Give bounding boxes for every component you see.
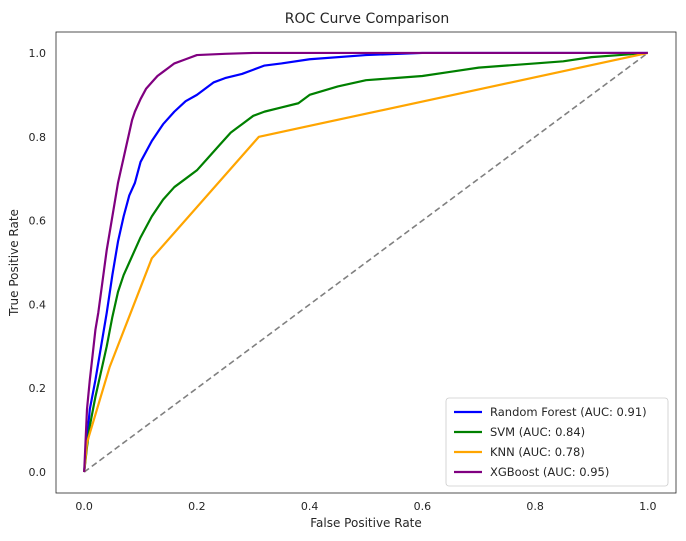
y-tick-label: 0.6 bbox=[29, 215, 47, 228]
y-axis-ticks: 0.0 0.2 0.4 0.6 0.8 1.0 bbox=[29, 47, 47, 479]
y-tick-label: 0.2 bbox=[29, 382, 47, 395]
x-axis-label: False Positive Rate bbox=[310, 516, 422, 530]
legend-label-0: Random Forest (AUC: 0.91) bbox=[490, 405, 647, 419]
baseline-diagonal bbox=[83, 52, 649, 473]
legend-label-3: XGBoost (AUC: 0.95) bbox=[490, 465, 609, 479]
y-tick-label: 0.8 bbox=[29, 131, 47, 144]
x-tick-label: 0.0 bbox=[75, 500, 93, 513]
series-line-2 bbox=[83, 51, 649, 473]
x-tick-label: 0.2 bbox=[188, 500, 206, 513]
series-line-1 bbox=[83, 51, 648, 473]
x-tick-label: 0.4 bbox=[301, 500, 319, 513]
series-line-0 bbox=[83, 51, 648, 473]
x-tick-label: 1.0 bbox=[639, 500, 657, 513]
x-axis-ticks: 0.0 0.2 0.4 0.6 0.8 1.0 bbox=[75, 500, 656, 513]
legend-box bbox=[445, 397, 669, 487]
series-line-3 bbox=[83, 51, 648, 473]
y-tick-label: 0.4 bbox=[29, 298, 47, 311]
legend-label-2: KNN (AUC: 0.78) bbox=[490, 445, 585, 459]
x-tick-label: 0.8 bbox=[526, 500, 544, 513]
chart-title: ROC Curve Comparison bbox=[285, 11, 450, 27]
y-tick-label: 1.0 bbox=[29, 47, 47, 60]
legend-label-1: SVM (AUC: 0.84) bbox=[490, 425, 585, 439]
y-tick-label: 0.0 bbox=[29, 466, 47, 479]
legend: Random Forest (AUC: 0.91) SVM (AUC: 0.84)… bbox=[445, 397, 669, 487]
y-axis-label: True Positive Rate bbox=[7, 209, 21, 317]
x-tick-label: 0.6 bbox=[414, 500, 432, 513]
series-lines bbox=[83, 51, 649, 473]
